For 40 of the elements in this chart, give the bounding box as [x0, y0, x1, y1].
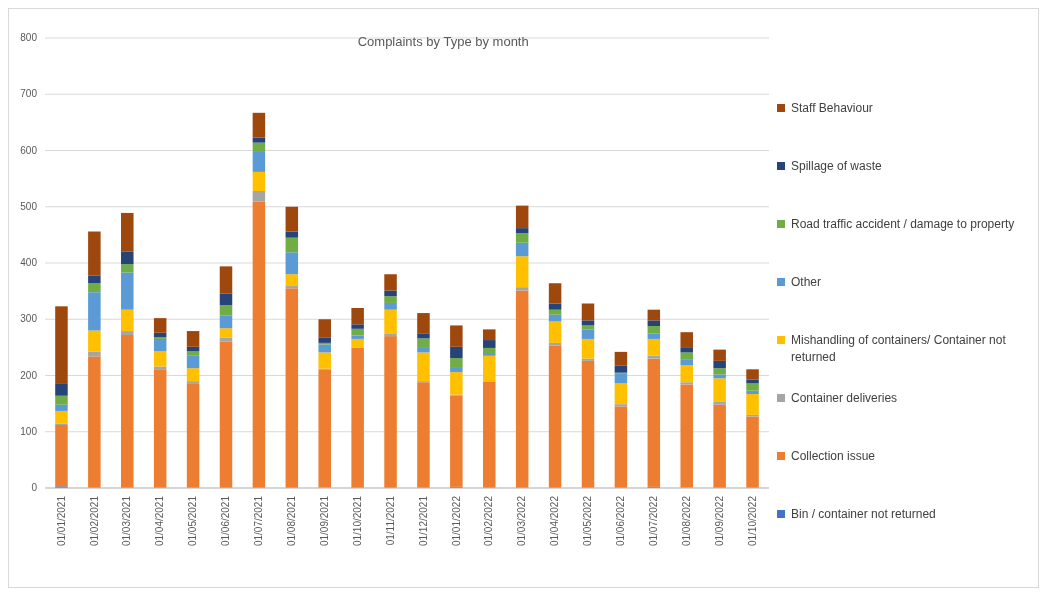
legend-label: Other	[791, 274, 822, 289]
x-tick-label: 01/09/2022	[713, 495, 725, 547]
legend-label: Container deliveries	[791, 390, 898, 405]
legend-label: Spillage of waste	[791, 158, 883, 173]
x-tick-label: 01/07/2021	[253, 495, 265, 547]
x-tick-label: 01/01/2022	[450, 495, 462, 547]
x-tick-label: 01/08/2022	[680, 495, 692, 547]
y-tick-label: 0	[31, 482, 38, 494]
x-tick-label: 01/04/2021	[154, 495, 166, 547]
legend-label: Mishandling of containers/ Container not returned	[791, 332, 1007, 364]
x-tick-label: 01/02/2022	[483, 495, 495, 547]
x-tick-label: 01/10/2021	[351, 495, 363, 547]
y-tick-label: 700	[20, 88, 38, 100]
y-tick-label: 200	[20, 369, 38, 381]
legend-label: Bin / container not returned	[791, 506, 936, 521]
y-tick-label: 800	[20, 32, 38, 44]
x-tick-label: 01/12/2021	[417, 495, 429, 547]
x-tick-label: 01/05/2021	[187, 495, 199, 547]
legend-label: Collection issue	[791, 448, 876, 463]
x-tick-label: 01/05/2022	[582, 495, 594, 547]
x-tick-label: 01/03/2021	[121, 495, 133, 547]
x-tick-label: 01/06/2021	[220, 495, 232, 547]
y-tick-label: 400	[20, 257, 38, 269]
x-tick-label: 01/02/2021	[88, 495, 100, 547]
legend-label: Road traffic accident / damage to property	[791, 216, 1015, 231]
y-tick-label: 100	[20, 425, 38, 437]
x-tick-label: 01/08/2021	[286, 495, 298, 547]
x-tick-label: 01/07/2022	[648, 495, 660, 547]
y-tick-label: 500	[20, 200, 38, 212]
x-tick-label: 01/04/2022	[549, 495, 561, 547]
x-tick-label: 01/06/2022	[615, 495, 627, 547]
y-tick-label: 300	[20, 313, 38, 325]
x-tick-label: 01/10/2022	[746, 495, 758, 547]
chart-title: Complaints by Type by month	[357, 34, 529, 49]
x-tick-label: 01/03/2022	[516, 495, 528, 547]
x-tick-label: 01/01/2021	[55, 495, 67, 547]
x-tick-label: 01/09/2021	[318, 495, 330, 547]
x-tick-label: 01/11/2021	[384, 495, 396, 546]
y-tick-label: 600	[20, 144, 38, 156]
legend-label: Staff Behaviour	[791, 100, 873, 115]
